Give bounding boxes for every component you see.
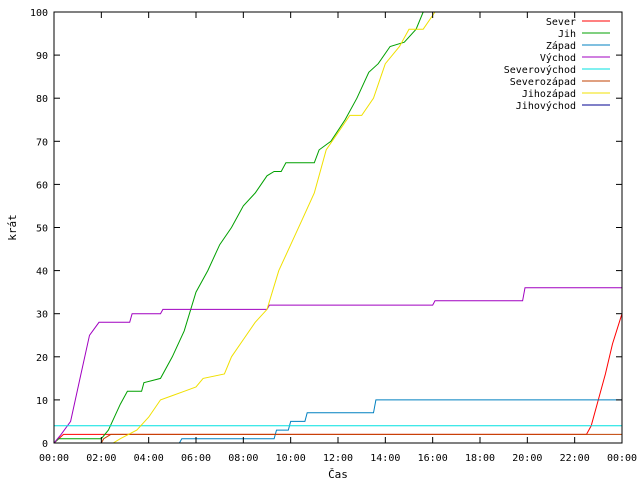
x-tick-label: 22:00 (560, 453, 590, 464)
legend-label: Východ (540, 52, 576, 64)
y-tick-label: 40 (36, 267, 48, 278)
x-tick-label: 12:00 (323, 453, 353, 464)
x-axis-title: Čas (328, 468, 348, 480)
legend-label: Jihovýchod (516, 100, 576, 112)
x-tick-label: 20:00 (512, 453, 542, 464)
x-tick-label: 16:00 (418, 453, 448, 464)
x-tick-label: 14:00 (370, 453, 400, 464)
y-tick-label: 90 (36, 51, 48, 62)
series-line-3 (54, 287, 622, 444)
y-tick-label: 70 (36, 137, 48, 148)
y-tick-label: 50 (36, 224, 48, 235)
y-axis-title: krát (6, 214, 19, 241)
y-tick-label: 80 (36, 94, 48, 105)
x-tick-label: 10:00 (276, 453, 306, 464)
y-tick-label: 60 (36, 180, 48, 191)
legend-label: Jihozápad (522, 88, 576, 100)
y-tick-label: 20 (36, 353, 48, 364)
series-line-1 (54, 11, 424, 444)
x-tick-label: 18:00 (465, 453, 495, 464)
legend-label: Západ (546, 40, 576, 52)
x-tick-label: 06:00 (181, 453, 211, 464)
legend-label: Jih (558, 29, 576, 40)
x-tick-label: 08:00 (228, 453, 258, 464)
y-tick-label: 100 (30, 8, 48, 19)
x-tick-label: 04:00 (134, 453, 164, 464)
y-tick-label: 30 (36, 310, 48, 321)
x-tick-label: 02:00 (86, 453, 116, 464)
legend-label: Sever (546, 17, 576, 28)
series-line-6 (54, 11, 436, 444)
legend: SeverJihZápadVýchodSeverovýchodSeverozáp… (504, 17, 610, 112)
y-tick-label: 0 (42, 439, 48, 450)
y-tick-label: 10 (36, 396, 48, 407)
legend-label: Severozápad (510, 76, 576, 88)
labels-layer: 0 10 20 30 40 50 60 70 80 90 100 00:00 02:00 04:00 06:… (30, 8, 637, 464)
legend-label: Severovýchod (504, 64, 576, 76)
x-tick-label: 00:00 (39, 453, 69, 464)
x-tick-label: 00:00 (607, 453, 637, 464)
ticks-layer (53, 11, 623, 444)
